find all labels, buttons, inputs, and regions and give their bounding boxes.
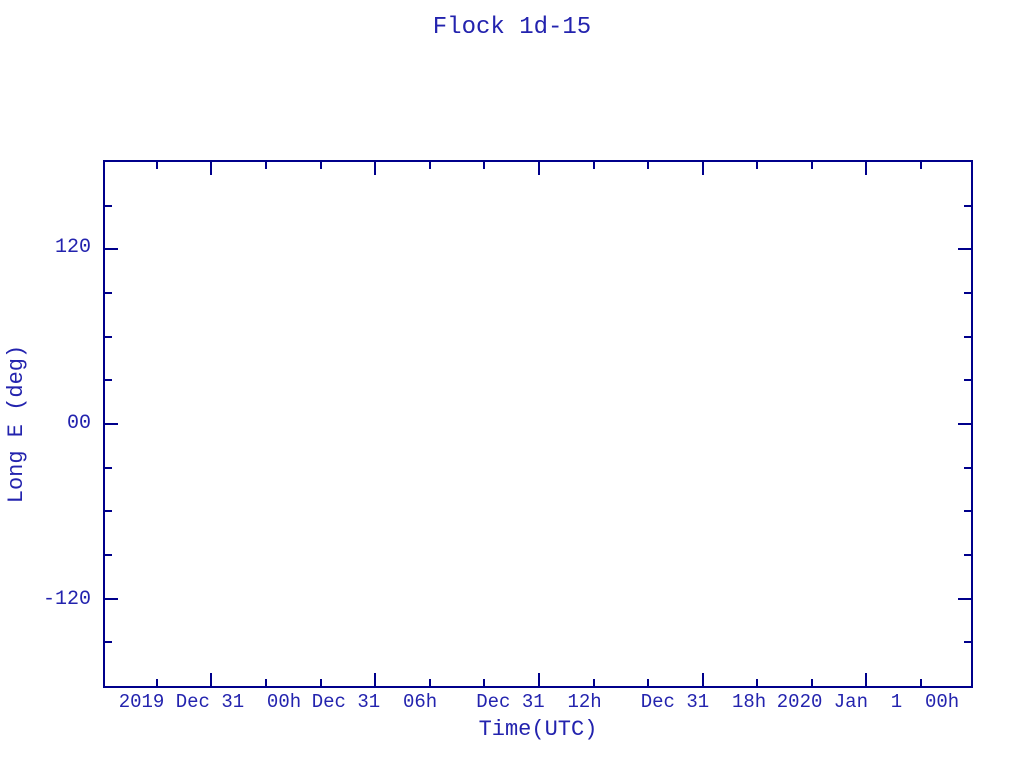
x-minor-tick-mirror [920, 162, 923, 169]
y-minor-tick-mirror [964, 641, 971, 644]
y-minor-tick [105, 204, 112, 207]
x-minor-tick [428, 679, 431, 686]
y-major-tick [105, 423, 118, 425]
x-minor-tick-mirror [319, 162, 322, 169]
x-minor-tick [810, 679, 813, 686]
y-major-tick-mirror [958, 423, 971, 425]
y-minor-tick [105, 510, 112, 513]
y-minor-tick-mirror [964, 292, 971, 294]
x-tick-label: Dec 31 06h [311, 691, 438, 713]
x-minor-tick-mirror [265, 162, 268, 169]
y-minor-tick-mirror [964, 379, 971, 382]
y-major-tick-mirror [958, 248, 971, 251]
x-minor-tick-mirror [592, 162, 595, 169]
y-tick-label: 120 [54, 236, 91, 259]
y-tick-labels: 120 00 -120 [0, 160, 97, 688]
y-minor-tick-mirror [964, 204, 971, 207]
y-minor-tick-mirror [964, 335, 971, 338]
x-minor-tick-mirror [155, 162, 158, 169]
x-minor-tick [319, 679, 322, 686]
y-minor-tick [105, 292, 112, 294]
y-axis-label: Long E (deg) [4, 344, 29, 504]
y-major-tick [105, 248, 118, 251]
x-minor-tick [756, 679, 759, 686]
x-minor-tick-mirror [483, 162, 486, 169]
x-axis-label: Time(UTC) [478, 717, 598, 742]
x-major-tick [701, 673, 704, 686]
x-tick-label: Dec 31 18h [640, 691, 767, 713]
x-major-tick [374, 673, 377, 686]
y-minor-tick [105, 554, 112, 556]
chart-title: Flock 1d-15 [432, 14, 592, 41]
y-minor-tick-mirror [964, 510, 971, 513]
y-minor-tick [105, 641, 112, 644]
x-tick-label: 2020 Jan 1 00h [776, 691, 960, 713]
x-tick-labels: 2019 Dec 31 00h Dec 31 06h Dec 31 12h Dec 3… [103, 690, 973, 716]
x-minor-tick-mirror [810, 162, 813, 169]
y-minor-tick [105, 466, 112, 469]
x-minor-tick [483, 679, 486, 686]
x-major-tick [537, 673, 540, 686]
x-minor-tick-mirror [647, 162, 650, 169]
y-minor-tick-mirror [964, 466, 971, 469]
x-major-tick-mirror [701, 162, 704, 175]
x-major-tick-mirror [374, 162, 377, 175]
y-tick-label: -120 [42, 588, 91, 611]
x-major-tick-mirror [865, 162, 868, 175]
x-minor-tick [920, 679, 923, 686]
x-major-tick [210, 673, 213, 686]
x-major-tick-mirror [537, 162, 540, 175]
y-major-tick-mirror [958, 597, 971, 600]
y-minor-tick-mirror [964, 554, 971, 556]
x-minor-tick-mirror [428, 162, 431, 169]
y-minor-tick [105, 335, 112, 338]
x-tick-label: Dec 31 12h [476, 691, 602, 713]
x-minor-tick [647, 679, 650, 686]
x-minor-tick [265, 679, 268, 686]
y-minor-tick [105, 379, 112, 382]
x-major-tick-mirror [210, 162, 213, 175]
y-major-tick [105, 597, 118, 600]
x-minor-tick-mirror [756, 162, 759, 169]
y-tick-label: 00 [66, 412, 91, 435]
x-major-tick [865, 673, 868, 686]
x-minor-tick [592, 679, 595, 686]
x-minor-tick [155, 679, 158, 686]
x-tick-label: 2019 Dec 31 00h [118, 691, 302, 713]
plot-box [103, 160, 973, 688]
plot-area [105, 162, 971, 686]
